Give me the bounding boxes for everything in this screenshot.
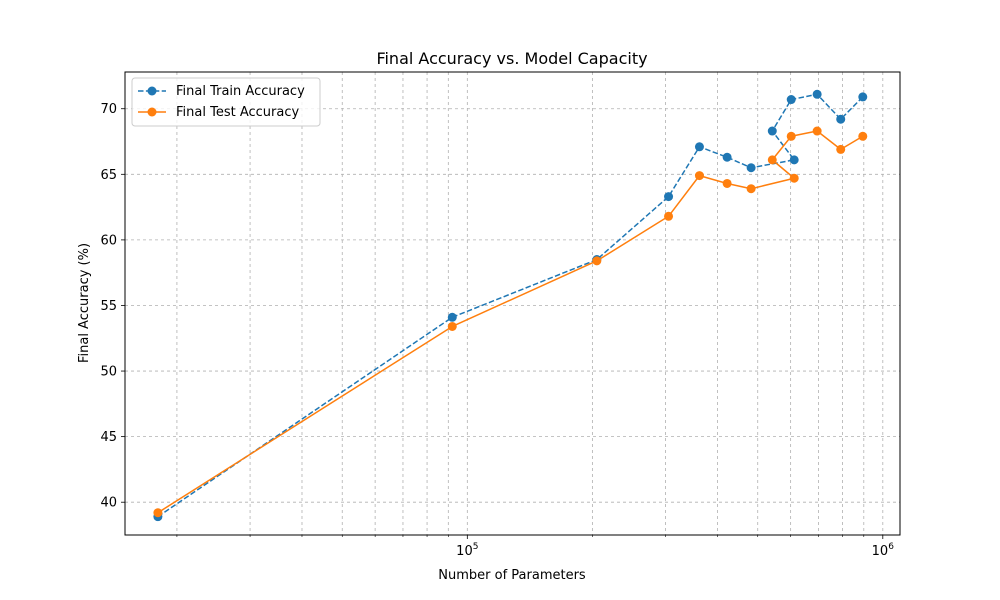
series-train-point xyxy=(664,192,674,202)
series-test-point xyxy=(592,256,602,266)
series-test-point xyxy=(153,508,163,518)
series-train-point xyxy=(447,312,457,322)
series-train-point xyxy=(836,114,846,124)
y-tick-label: 45 xyxy=(100,430,117,445)
y-tick-label: 40 xyxy=(100,496,117,511)
series-test-point xyxy=(789,173,799,183)
y-tick-label: 50 xyxy=(100,365,117,380)
chart-title: Final Accuracy vs. Model Capacity xyxy=(376,49,647,68)
legend: Final Train Accuracy Final Test Accuracy xyxy=(131,77,321,127)
legend-box xyxy=(131,77,321,127)
grid xyxy=(125,72,900,535)
series-train-point xyxy=(767,126,777,136)
plot-frame xyxy=(124,71,901,536)
series-test-point xyxy=(836,144,846,154)
series-test-point xyxy=(746,184,756,194)
series-test-point xyxy=(812,126,822,136)
legend-test-marker xyxy=(147,107,157,117)
series-train-point xyxy=(694,142,704,152)
series-train-point xyxy=(789,155,799,165)
series-test-point xyxy=(447,321,457,331)
legend-test-label: Final Test Accuracy xyxy=(176,105,299,120)
series-train-point xyxy=(858,92,868,102)
series-test-point xyxy=(694,171,704,181)
y-tick-label: 55 xyxy=(100,299,117,314)
y-tick-label: 65 xyxy=(100,168,117,183)
series-test-point xyxy=(786,131,796,141)
legend-train-marker xyxy=(147,86,157,96)
y-tick-label: 60 xyxy=(100,233,117,248)
series-test-point xyxy=(767,155,777,165)
series-train-point xyxy=(786,95,796,105)
y-tick-label: 70 xyxy=(100,102,117,117)
series-train-point xyxy=(812,89,822,99)
series-test-point xyxy=(664,211,674,221)
series-train-point xyxy=(746,163,756,173)
series-test-point xyxy=(858,131,868,141)
legend-train-label: Final Train Accuracy xyxy=(176,84,305,99)
series-train-point xyxy=(722,152,732,162)
y-axis: 40 45 50 55 60 65 70 xyxy=(100,102,125,511)
data-series xyxy=(153,89,868,522)
y-axis-label: Final Accuracy (%) xyxy=(77,243,92,363)
x-axis-label: Number of Parameters xyxy=(438,568,586,583)
series-test-point xyxy=(722,178,732,188)
